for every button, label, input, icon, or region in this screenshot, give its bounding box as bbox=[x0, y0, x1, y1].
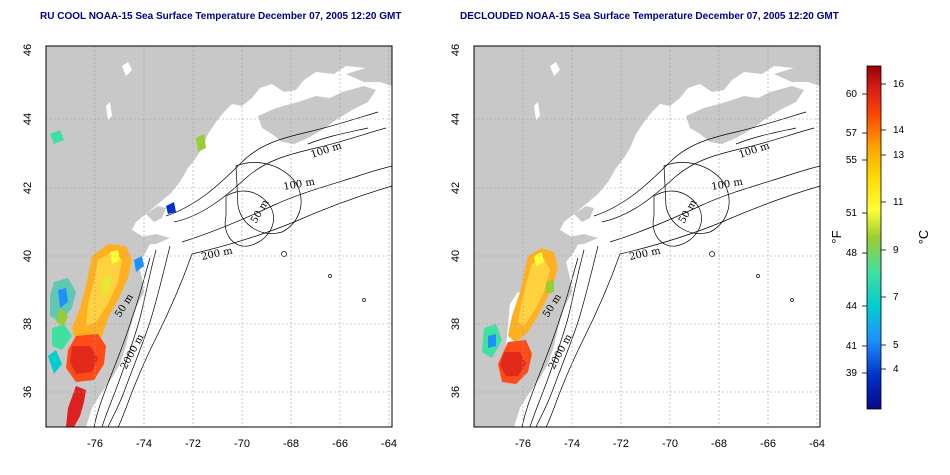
y-tick-label: 36 bbox=[450, 386, 462, 398]
x-tick-label: -66 bbox=[332, 438, 348, 450]
celsius-unit-label: °C bbox=[916, 230, 931, 245]
fahrenheit-tick: 44 bbox=[846, 301, 858, 312]
celsius-tick: 16 bbox=[893, 79, 905, 90]
x-tick-label: -74 bbox=[564, 438, 580, 450]
right-map-panel: 100 m 100 m 50 m 200 m 50 m 2000 m bbox=[473, 45, 821, 428]
fahrenheit-tick: 60 bbox=[846, 89, 858, 100]
y-tick-label: 38 bbox=[450, 318, 462, 330]
fahrenheit-scale bbox=[862, 93, 867, 374]
y-tick-label: 46 bbox=[22, 44, 34, 56]
x-tick-label: -76 bbox=[87, 438, 103, 450]
y-tick-label: 44 bbox=[450, 113, 462, 125]
fahrenheit-tick: 57 bbox=[846, 128, 858, 139]
fahrenheit-tick: 51 bbox=[846, 208, 858, 219]
celsius-tick: 7 bbox=[893, 292, 899, 303]
y-tick-label: 36 bbox=[22, 386, 34, 398]
fahrenheit-unit-label: °F bbox=[829, 230, 844, 243]
y-tick-label: 42 bbox=[450, 182, 462, 194]
x-tick-label: -68 bbox=[283, 438, 299, 450]
x-tick-label: -70 bbox=[662, 438, 678, 450]
x-tick-label: -70 bbox=[234, 438, 250, 450]
left-map-panel: 100 m 100 m 50 m 200 m 50 m 2000 m bbox=[45, 45, 393, 428]
right-x-axis: -76 -74 -72 -70 -68 -66 -64 bbox=[515, 438, 825, 450]
y-tick-label: 46 bbox=[450, 44, 462, 56]
fahrenheit-tick: 48 bbox=[846, 248, 858, 259]
x-tick-label: -74 bbox=[136, 438, 152, 450]
y-tick-label: 42 bbox=[22, 182, 34, 194]
right-y-axis: 36 38 40 42 44 46 bbox=[450, 44, 462, 398]
y-tick-label: 40 bbox=[450, 250, 462, 262]
y-tick-label: 44 bbox=[22, 113, 34, 125]
celsius-scale bbox=[881, 83, 886, 370]
right-map-frame bbox=[473, 45, 821, 428]
celsius-tick: 14 bbox=[893, 125, 905, 136]
temperature-colorbar: 60 57 55 51 48 44 41 39 °F 16 14 13 11 9… bbox=[829, 65, 931, 410]
celsius-tick: 11 bbox=[893, 197, 904, 208]
y-tick-label: 40 bbox=[22, 250, 34, 262]
fahrenheit-tick: 41 bbox=[846, 341, 858, 352]
x-tick-label: -68 bbox=[711, 438, 727, 450]
celsius-tick: 9 bbox=[893, 245, 899, 256]
x-tick-label: -64 bbox=[809, 438, 825, 450]
x-tick-label: -76 bbox=[515, 438, 531, 450]
right-map-title: DECLOUDED NOAA-15 Sea Surface Temperatur… bbox=[460, 11, 839, 22]
x-tick-label: -66 bbox=[760, 438, 776, 450]
celsius-tick: 13 bbox=[893, 150, 905, 161]
left-x-axis: -76 -74 -72 -70 -68 -66 -64 bbox=[87, 438, 397, 450]
colorbar-gradient bbox=[866, 65, 882, 410]
celsius-tick: 5 bbox=[893, 340, 899, 351]
left-map-frame bbox=[45, 45, 393, 428]
y-tick-label: 38 bbox=[22, 318, 34, 330]
x-tick-label: -64 bbox=[381, 438, 397, 450]
x-tick-label: -72 bbox=[185, 438, 201, 450]
celsius-tick: 4 bbox=[893, 364, 899, 375]
fahrenheit-tick: 39 bbox=[846, 368, 858, 379]
x-tick-label: -72 bbox=[613, 438, 629, 450]
fahrenheit-tick: 55 bbox=[846, 155, 858, 166]
left-map-title: RU COOL NOAA-15 Sea Surface Temperature … bbox=[40, 11, 402, 22]
left-y-axis: 36 38 40 42 44 46 bbox=[22, 44, 34, 398]
